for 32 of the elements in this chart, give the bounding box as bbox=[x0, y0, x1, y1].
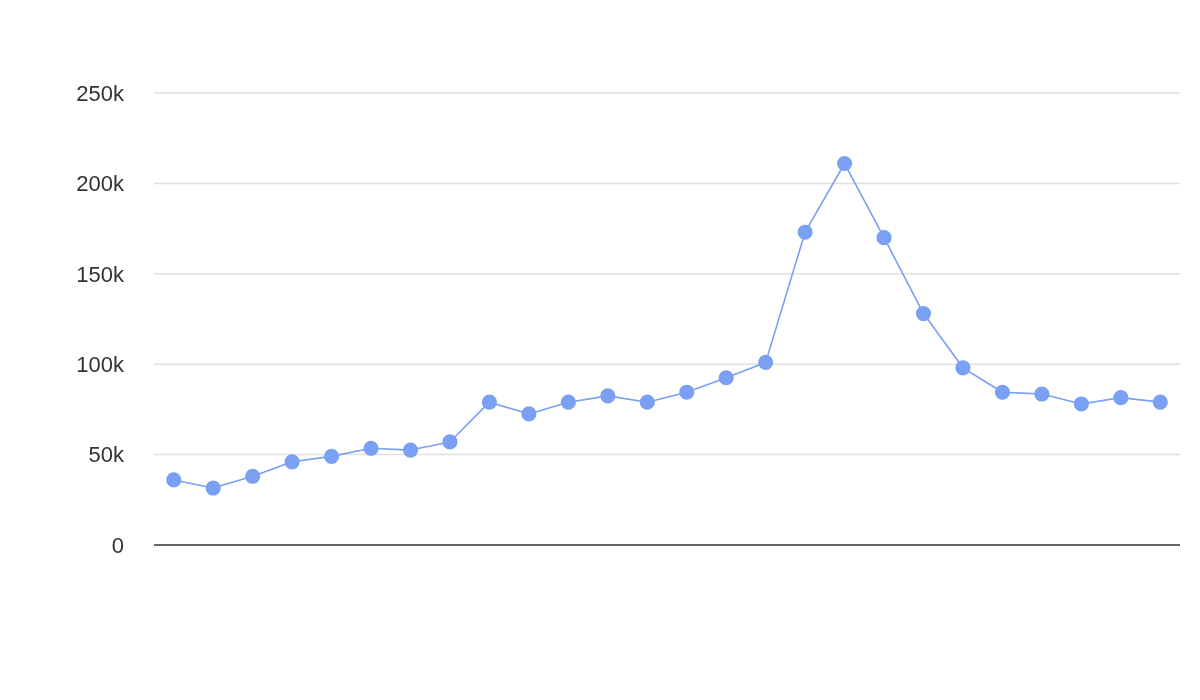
point bbox=[205, 480, 221, 496]
point bbox=[166, 472, 182, 488]
point bbox=[1152, 394, 1168, 410]
point bbox=[1113, 390, 1129, 406]
point bbox=[758, 354, 774, 370]
point bbox=[284, 454, 300, 470]
point bbox=[600, 388, 616, 404]
y-tick-label: 100k bbox=[76, 351, 125, 377]
point bbox=[402, 442, 419, 458]
point bbox=[797, 224, 813, 240]
point bbox=[994, 384, 1010, 400]
y-tick-label: 200k bbox=[76, 171, 125, 197]
point bbox=[915, 306, 932, 322]
point bbox=[521, 406, 537, 422]
point bbox=[481, 394, 497, 410]
point bbox=[955, 360, 971, 376]
y-tick-label: 50k bbox=[88, 442, 125, 468]
point bbox=[442, 434, 458, 450]
point bbox=[718, 370, 734, 386]
y-tick-label: 150k bbox=[76, 261, 125, 287]
point bbox=[1034, 386, 1050, 402]
point bbox=[639, 394, 655, 410]
point bbox=[363, 440, 379, 456]
y-tick-label: 250k bbox=[76, 80, 125, 106]
y-tick-label: 0 bbox=[111, 532, 124, 558]
point bbox=[324, 448, 340, 464]
point bbox=[245, 468, 261, 484]
point bbox=[679, 384, 695, 400]
point bbox=[1073, 396, 1089, 412]
point bbox=[876, 230, 892, 246]
point bbox=[560, 394, 576, 410]
point bbox=[837, 155, 853, 172]
